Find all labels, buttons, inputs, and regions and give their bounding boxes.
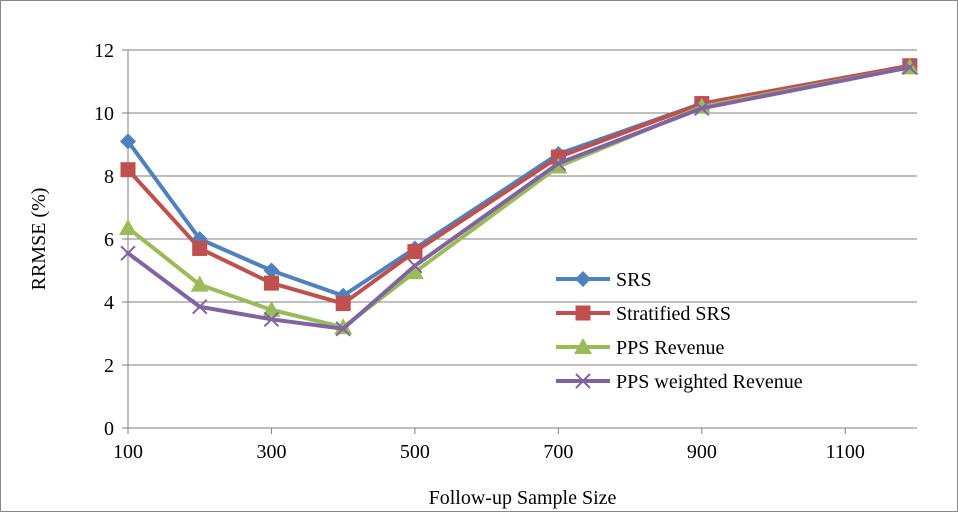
series-3-point-1-stroke-b <box>192 299 208 315</box>
legend-marker-3-stroke-b <box>575 373 591 389</box>
legend-label-0: SRS <box>616 269 652 291</box>
x-tick-label-900: 900 <box>687 441 717 463</box>
series-3-point-2 <box>263 311 280 328</box>
series-1-point-0 <box>120 162 136 178</box>
y-tick-label-2: 2 <box>104 355 114 377</box>
series-1-point-1 <box>192 240 208 256</box>
series-3-point-3-stroke-b <box>335 321 351 337</box>
series-2 <box>119 58 919 335</box>
series-3-point-6 <box>694 100 710 116</box>
series-3-point-5-stroke-b <box>550 155 567 172</box>
series-0-point-0 <box>120 133 136 150</box>
legend-label-3: PPS weighted Revenue <box>616 371 803 393</box>
series-3-point-1 <box>192 299 208 315</box>
legend-marker-3 <box>575 373 591 389</box>
series-3-point-0-stroke-b <box>120 245 136 261</box>
legend-item-1: Stratified SRS <box>556 303 731 325</box>
series-3-point-7-stroke-b <box>902 59 918 76</box>
series-3-point-4 <box>407 258 423 274</box>
series-2-point-4 <box>405 263 424 280</box>
x-tick-label-700: 700 <box>543 441 573 463</box>
x-tick-label-100: 100 <box>113 441 143 463</box>
x-axis-title: Follow-up Sample Size <box>429 487 617 509</box>
series-2-point-2 <box>262 300 281 317</box>
series-0-point-2 <box>263 262 280 279</box>
legend-marker-1 <box>575 305 591 321</box>
legend-label-2: PPS Revenue <box>616 337 724 359</box>
series-2-point-0 <box>119 218 137 235</box>
legend-label-1: Stratified SRS <box>616 303 731 325</box>
series-3-point-4-stroke-b <box>407 258 423 274</box>
legend-marker-0 <box>575 271 591 287</box>
y-axis-title: RRMSE (%) <box>28 188 50 291</box>
series-3-point-5 <box>550 155 567 172</box>
y-tick-label-10: 10 <box>94 103 114 125</box>
legend-item-3: PPS weighted Revenue <box>556 371 803 393</box>
x-tick-label-1100: 1100 <box>826 441 865 463</box>
series-line-2 <box>126 65 912 330</box>
series-3-point-6-stroke-b <box>694 100 710 116</box>
y-tick-label-6: 6 <box>104 229 114 251</box>
series-2-point-1 <box>190 275 209 292</box>
series-3-point-3 <box>335 321 351 337</box>
series-3-point-2-stroke-b <box>263 311 280 328</box>
y-tick-label-0: 0 <box>104 418 114 440</box>
x-tick-label-300: 300 <box>256 441 286 463</box>
y-tick-label-12: 12 <box>94 40 114 62</box>
y-tick-label-8: 8 <box>104 166 114 188</box>
series-1-point-4 <box>407 244 423 260</box>
legend-item-2: PPS Revenue <box>556 337 724 359</box>
x-tick-label-500: 500 <box>400 441 430 463</box>
y-tick-label-4: 4 <box>104 292 114 314</box>
series-1-point-2 <box>263 275 279 291</box>
legend-item-0: SRS <box>556 269 652 291</box>
series-line-3 <box>126 65 912 331</box>
legend-marker-2 <box>574 338 592 354</box>
series-3-point-7 <box>902 59 918 76</box>
series-1 <box>120 58 918 312</box>
series-3 <box>120 59 918 337</box>
series-3-point-0 <box>120 245 136 261</box>
series-line-1 <box>126 63 912 306</box>
series-1-point-3 <box>335 296 351 312</box>
